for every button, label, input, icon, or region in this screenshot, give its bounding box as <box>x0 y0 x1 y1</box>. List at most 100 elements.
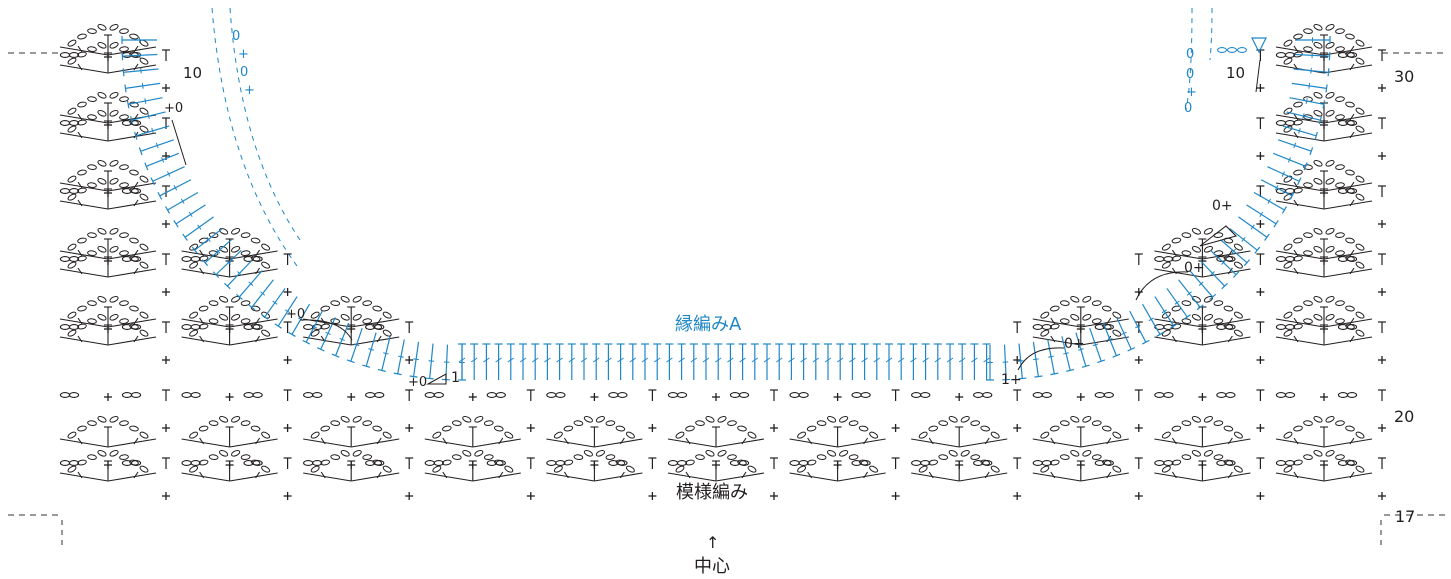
shell-stitch <box>320 471 326 479</box>
double-crochet-bar <box>1267 198 1272 204</box>
chain-symbol <box>1283 261 1293 269</box>
chain-symbol <box>563 425 574 432</box>
shell-stitch <box>1106 471 1112 479</box>
double-crochet-bar <box>1310 67 1312 74</box>
double-crochet-bar <box>946 357 954 363</box>
chain-symbol <box>474 416 484 423</box>
shell-stitch <box>351 438 400 448</box>
chain-symbol <box>1163 460 1174 466</box>
double-crochet-bar <box>751 357 759 363</box>
chain-symbol <box>504 431 514 439</box>
chain-symbol <box>1203 246 1214 253</box>
chain-symbol <box>1325 110 1335 117</box>
chain-symbol <box>869 465 879 473</box>
shell-stitch <box>77 249 83 257</box>
chain-symbol <box>109 24 119 31</box>
double-crochet-bar <box>1210 271 1215 276</box>
chain-symbol <box>1313 416 1323 423</box>
double-crochet-bar <box>260 291 266 296</box>
shell-stitch <box>229 472 278 482</box>
shell-stitch <box>837 472 886 482</box>
double-crochet-bar <box>197 224 202 230</box>
chain-symbol <box>1213 232 1224 238</box>
chain-symbol <box>806 425 817 432</box>
chain-symbol <box>1313 178 1323 185</box>
chain-symbol <box>433 392 444 398</box>
chain-symbol <box>129 425 139 432</box>
chain-symbol <box>1225 392 1236 398</box>
shell-stitch <box>546 472 595 482</box>
chain-symbol <box>675 465 685 473</box>
chain-symbol <box>553 465 563 473</box>
chain-symbol <box>573 420 584 426</box>
chain-symbol <box>583 416 594 423</box>
double-crochet-symbol <box>1018 377 1027 380</box>
chain-symbol <box>312 324 323 330</box>
chain-symbol <box>1112 465 1122 473</box>
chain-symbol <box>1303 318 1313 324</box>
boundary-dashed-lines <box>8 7 1445 550</box>
chain-symbol <box>352 314 362 321</box>
chain-symbol <box>230 450 241 457</box>
chain-symbol <box>1161 329 1171 337</box>
chain-symbol <box>362 318 373 324</box>
shell-stitch <box>863 437 869 445</box>
shell-stitch <box>1349 267 1355 275</box>
shell-stitch <box>107 250 157 260</box>
chain-symbol <box>119 420 129 426</box>
shell-stitch <box>376 317 382 325</box>
shell-stitch <box>77 267 83 275</box>
chain-symbol <box>67 175 77 183</box>
shell-stitch <box>133 63 139 71</box>
shell-stitch <box>107 336 157 346</box>
double-crochet-bar <box>556 357 563 363</box>
chain-symbol <box>87 454 97 460</box>
shell-stitch <box>376 437 382 445</box>
shell-stitch <box>351 336 400 346</box>
double-crochet-symbol <box>157 191 163 200</box>
double-crochet-symbol <box>261 314 269 320</box>
double-crochet-symbol <box>1221 282 1228 290</box>
chain-symbol <box>1213 454 1224 460</box>
shell-stitch <box>77 113 83 121</box>
shell-stitch <box>255 249 261 257</box>
shell-stitch <box>1080 472 1129 482</box>
double-crochet-bar <box>495 357 502 363</box>
chain-symbol <box>1335 420 1345 426</box>
chain-symbol <box>474 450 484 457</box>
chain-symbol <box>240 420 251 426</box>
chain-symbol <box>240 232 251 238</box>
double-crochet-symbol <box>346 359 355 364</box>
double-crochet-symbol <box>1254 246 1261 254</box>
double-crochet-symbol <box>1081 364 1090 368</box>
chain-symbol <box>555 460 566 466</box>
chain-symbol <box>676 460 688 466</box>
shell-stitch <box>807 471 813 479</box>
chain-symbol <box>190 460 201 466</box>
shell-stitch <box>1275 268 1325 278</box>
chain-symbol <box>1203 450 1214 457</box>
chain-symbol <box>1283 329 1293 337</box>
edging-chain-mark: + <box>238 47 249 62</box>
chain-symbol <box>806 459 817 466</box>
chain-symbol <box>1335 250 1345 256</box>
chain-symbol <box>1293 101 1303 108</box>
shell-stitch <box>107 182 157 192</box>
chain-symbol <box>1041 324 1052 330</box>
chain-symbol <box>1325 42 1335 49</box>
shell-stitch <box>320 437 326 445</box>
chain-symbol <box>67 193 77 201</box>
chain-symbol <box>675 431 685 439</box>
double-crochet-bar <box>800 357 807 363</box>
shell-stitch <box>133 249 139 257</box>
chain-symbol <box>573 454 584 460</box>
double-crochet-bar <box>1174 300 1180 305</box>
chain-symbol <box>1070 314 1080 321</box>
chain-symbol <box>483 454 494 460</box>
shell-stitch <box>1275 200 1325 210</box>
chain-symbol <box>1112 329 1122 337</box>
chain-symbol <box>139 107 149 115</box>
double-crochet-bar <box>147 113 150 119</box>
chain-symbol <box>374 392 385 398</box>
double-crochet-symbol <box>1127 347 1136 352</box>
